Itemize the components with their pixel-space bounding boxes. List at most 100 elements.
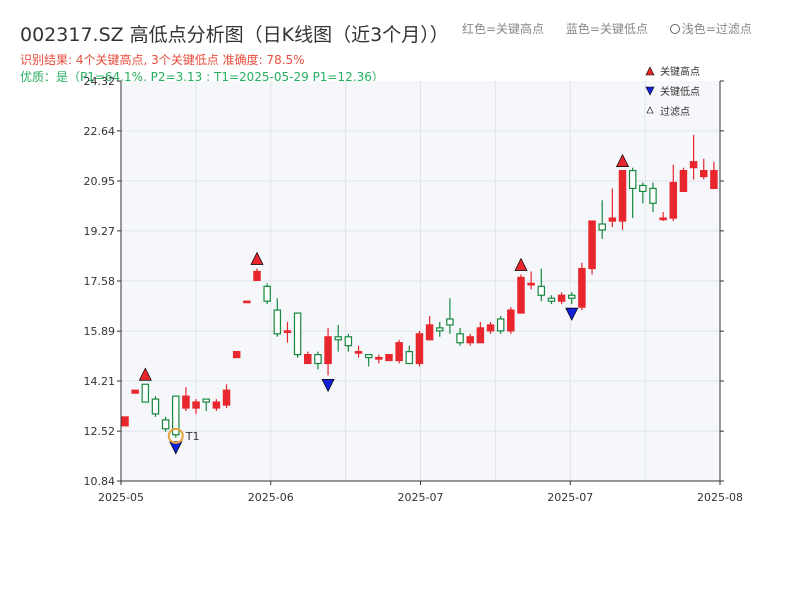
candle — [517, 274, 525, 314]
candle-body — [344, 336, 353, 347]
candle-body — [628, 170, 637, 190]
candle-body — [385, 353, 393, 362]
y-tick-label: 20.95 — [84, 175, 116, 188]
candle-body — [405, 351, 414, 365]
candle-body — [232, 351, 241, 359]
candle-body — [466, 336, 474, 344]
candle-body — [710, 170, 718, 190]
candle — [293, 312, 302, 358]
candle-body — [639, 184, 647, 192]
candle-body — [222, 389, 231, 406]
candle — [202, 398, 210, 411]
candle — [628, 167, 637, 219]
candle — [314, 351, 322, 370]
candle-body — [547, 297, 556, 302]
candle-body — [446, 318, 454, 326]
candle-body — [263, 285, 271, 302]
candle — [375, 354, 383, 364]
candle-body — [283, 330, 292, 333]
candle — [405, 345, 414, 365]
candle-body — [669, 181, 678, 219]
candle-body — [527, 282, 535, 286]
candle — [537, 268, 546, 302]
y-tick-label: 10.84 — [84, 475, 116, 488]
candle — [476, 321, 485, 344]
y-tick-label: 17.58 — [84, 275, 116, 288]
candle-body — [415, 333, 424, 365]
candle-body — [486, 324, 495, 332]
candle-body — [649, 187, 657, 204]
legend-red-text: 红色=关键高点 — [462, 22, 545, 36]
candle-body — [141, 383, 150, 403]
candle-body — [679, 170, 688, 192]
candle-body — [689, 161, 698, 169]
candle-body — [212, 401, 221, 409]
candle-body — [172, 395, 180, 436]
candle — [507, 307, 515, 334]
key-high-marker — [138, 367, 152, 381]
candle — [151, 396, 160, 417]
candle — [659, 212, 667, 222]
candle — [141, 383, 150, 403]
candle-body — [354, 351, 363, 354]
candle-body — [700, 170, 708, 178]
candle-body — [253, 270, 261, 282]
candle — [689, 135, 698, 180]
candle-body — [517, 276, 525, 314]
candle — [456, 327, 464, 346]
candle — [172, 395, 180, 438]
candle — [446, 298, 454, 334]
candle — [263, 283, 271, 305]
marker-legend: 关键高点 关键低点 过滤点 — [645, 65, 700, 118]
candle-body — [618, 170, 627, 222]
x-tick-label: 2025-06 — [248, 491, 294, 504]
candle — [466, 333, 474, 346]
candle-body — [578, 267, 586, 308]
candle — [527, 271, 535, 290]
candle-body — [314, 353, 322, 365]
candle — [212, 399, 221, 411]
x-axis-ticks: 2025-05 2025-06 2025-07 2025-07 2025-08 — [98, 481, 743, 504]
candle — [669, 164, 678, 222]
result-summary: 识别结果: 4个关键高点, 3个关键低点 准确度: 78.5% — [20, 53, 305, 67]
legend-filtered: 浅色=过滤点 — [669, 22, 752, 36]
candle-body — [192, 401, 200, 409]
ring-icon — [669, 24, 680, 34]
key-high-marker — [514, 257, 528, 271]
candle — [486, 321, 495, 334]
candle-body — [304, 353, 312, 365]
candle — [192, 399, 200, 414]
legend-filtered-triangle-icon — [646, 106, 654, 114]
candle — [710, 161, 718, 190]
candle-body — [364, 353, 373, 359]
candle — [304, 351, 312, 365]
candle-body — [375, 356, 383, 360]
candle-body — [395, 342, 403, 362]
candle-body — [659, 217, 667, 221]
candle-body — [334, 336, 342, 341]
candle — [222, 384, 231, 409]
candle — [578, 262, 586, 311]
key-high-marker — [615, 153, 630, 167]
candle — [395, 339, 403, 364]
candle-body — [121, 416, 129, 427]
y-axis-ticks: 10.84 12.52 14.21 15.89 17.58 19.27 20.95 22.64… — [84, 75, 724, 488]
candle-body — [507, 309, 515, 332]
candle — [161, 416, 170, 432]
candle — [324, 327, 332, 376]
candle-body — [425, 324, 434, 341]
candle-body — [568, 294, 576, 299]
point-markers: T1 — [138, 153, 630, 455]
legend-high-triangle-icon — [645, 66, 655, 76]
candle — [639, 182, 647, 204]
key-low-marker — [321, 379, 335, 393]
candle — [568, 292, 576, 305]
candle-body — [588, 220, 596, 270]
candle-body — [537, 285, 546, 296]
y-tick-label: 15.89 — [84, 325, 116, 338]
y-tick-label: 19.27 — [84, 225, 116, 238]
candle — [182, 387, 190, 411]
candle-body — [243, 300, 251, 304]
candle — [700, 158, 708, 180]
